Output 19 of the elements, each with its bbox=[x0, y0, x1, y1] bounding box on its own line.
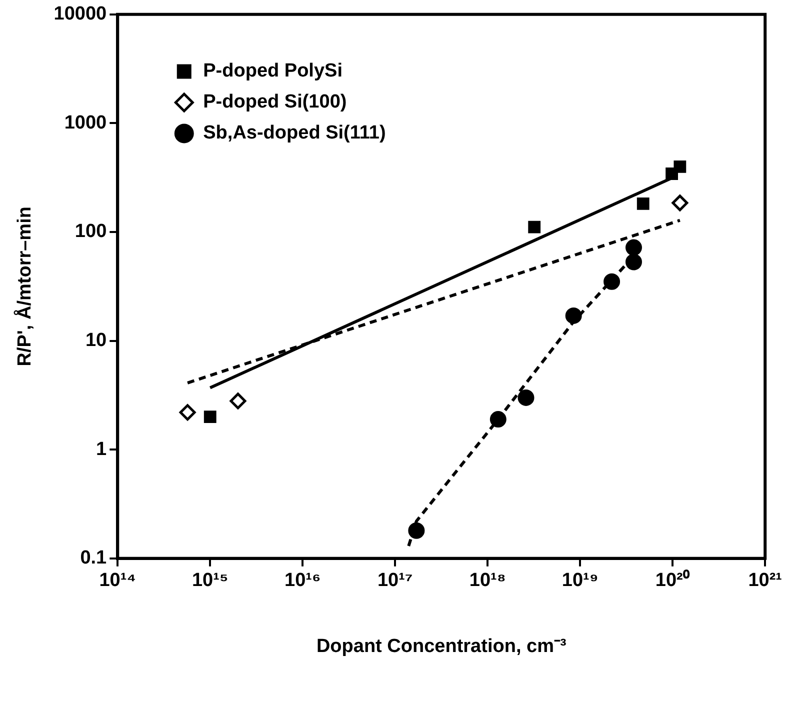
x-tick-label: 10¹⁹ bbox=[562, 570, 598, 592]
y-tick-label: 1 bbox=[96, 438, 108, 460]
legend-label: Sb,As-doped Si(111) bbox=[203, 122, 386, 144]
x-tick-label: 10¹⁸ bbox=[469, 570, 506, 592]
legend-label: P-doped PolySi bbox=[203, 60, 342, 82]
x-tick-label: 10¹⁵ bbox=[192, 570, 228, 592]
y-axis-title: R/P', Å/mtorr–min bbox=[14, 206, 36, 366]
x-tick-label: 10²⁰ bbox=[655, 569, 690, 592]
y-tick-label: 10 bbox=[85, 330, 107, 352]
x-tick-label: 10¹⁷ bbox=[377, 570, 413, 592]
legend-label: P-doped Si(100) bbox=[203, 92, 347, 113]
y-tick-label: 0.1 bbox=[80, 548, 108, 569]
x-tick-label: 10¹⁶ bbox=[284, 570, 321, 592]
y-tick-label: 1000 bbox=[64, 112, 107, 134]
y-tick-label: 100 bbox=[74, 221, 107, 242]
x-tick-label: 10²¹ bbox=[748, 570, 782, 592]
y-tick-label: 10000 bbox=[54, 4, 107, 25]
x-tick-label: 10¹⁴ bbox=[99, 570, 136, 592]
x-axis-title: Dopant Concentration, cm⁻³ bbox=[316, 636, 566, 657]
